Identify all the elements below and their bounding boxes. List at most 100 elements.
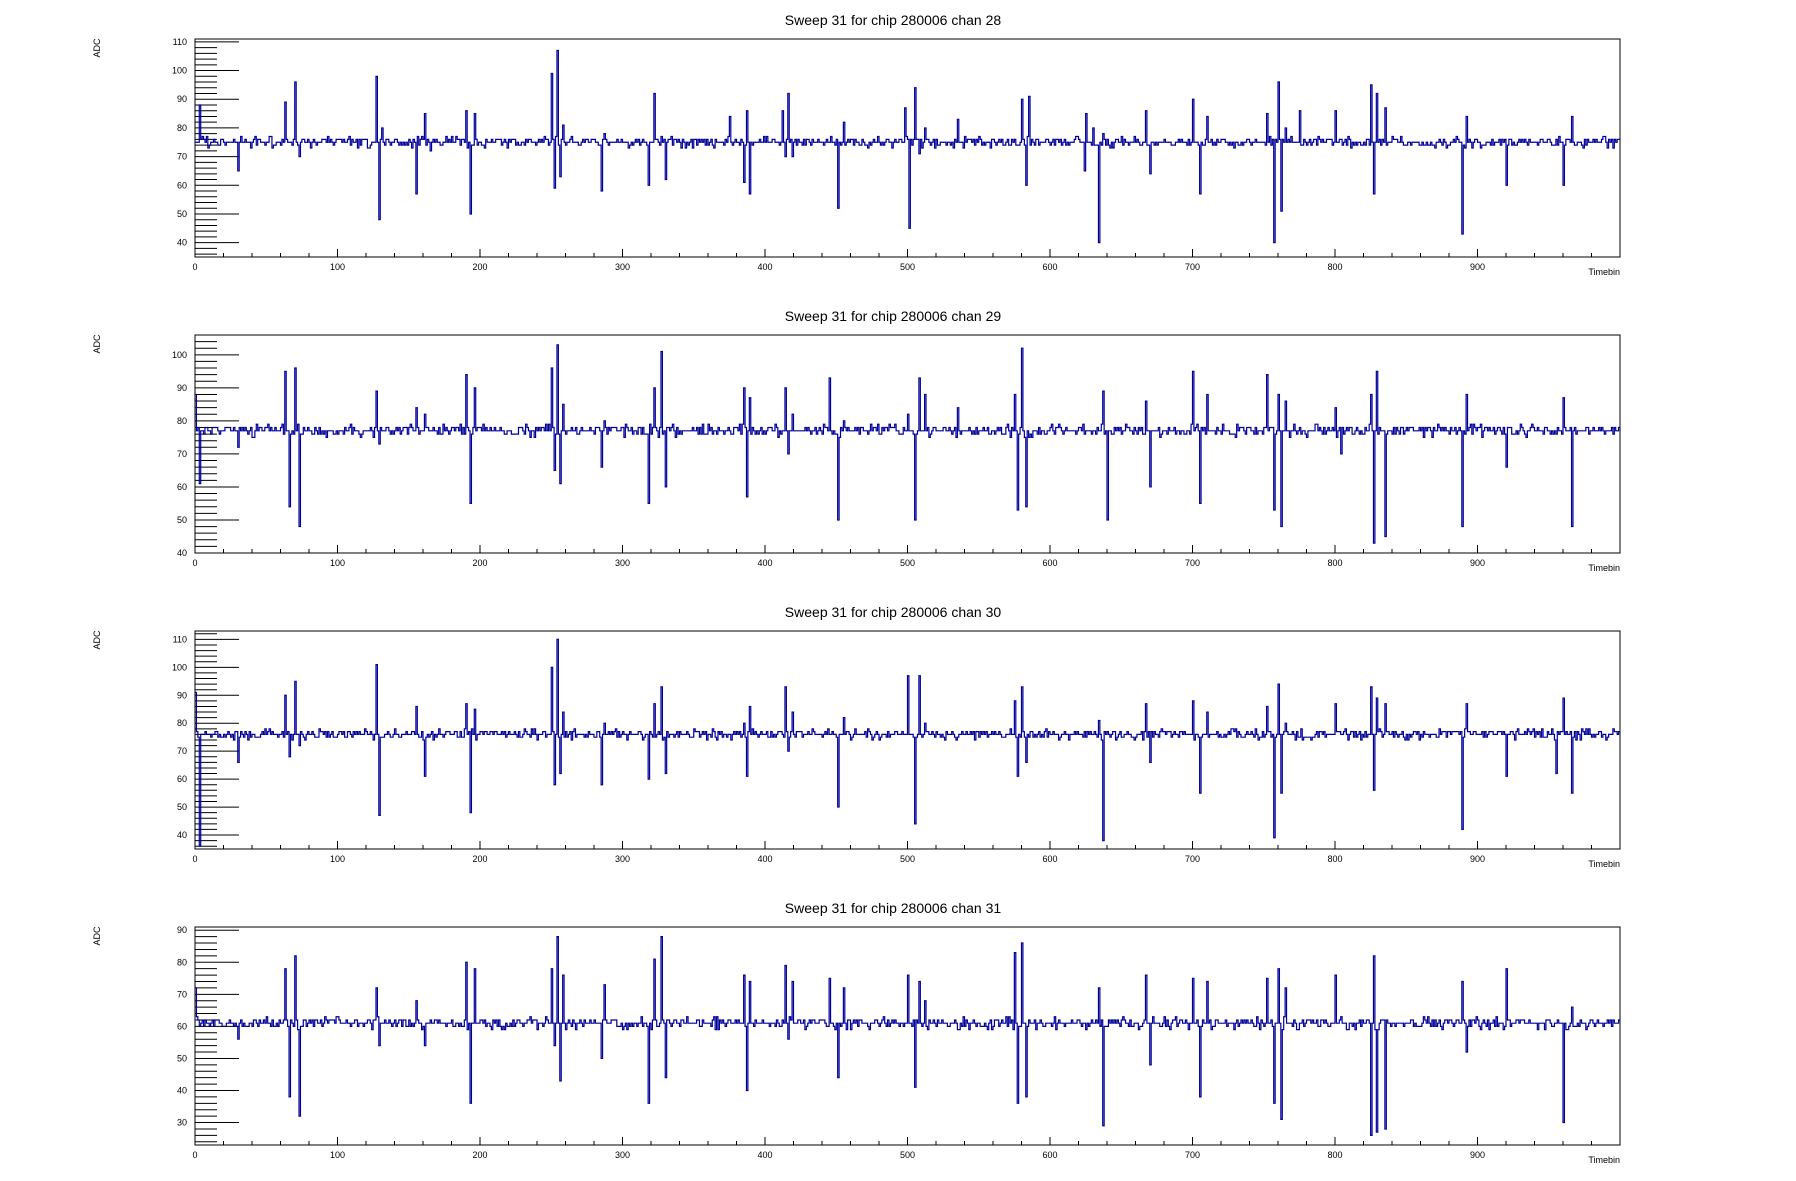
y-tick-label: 60	[177, 774, 187, 784]
x-tick-label: 0	[192, 854, 197, 864]
y-axis-label: ADC	[92, 38, 102, 58]
y-tick-label: 60	[177, 180, 187, 190]
x-tick-label: 500	[900, 262, 915, 272]
x-tick-label: 100	[330, 1150, 345, 1160]
x-axis-label: Timebin	[1588, 267, 1620, 277]
x-tick-label: 300	[615, 262, 630, 272]
axis-ticks: 0 100 200 300 400 500 600 700 800 900 40 50 60 70 80 90…	[172, 334, 1592, 568]
x-tick-label: 600	[1042, 558, 1057, 568]
y-tick-label: 70	[177, 746, 187, 756]
y-tick-label: 90	[177, 925, 187, 935]
x-tick-label: 900	[1470, 262, 1485, 272]
series-line	[195, 49, 1620, 244]
axis-ticks: 0 100 200 300 400 500 600 700 800 900 40 50 60 70 80 90…	[172, 37, 1592, 272]
x-tick-label: 100	[330, 262, 345, 272]
chart-panel-chan-31: Sweep 31 for chip 280006 chan 31 ADC Tim…	[0, 888, 1796, 1181]
plot-frame	[194, 38, 1621, 258]
y-tick-label: 110	[173, 37, 187, 47]
plot-frame	[194, 334, 1621, 554]
x-tick-label: 600	[1042, 854, 1057, 864]
y-tick-label: 50	[177, 802, 187, 812]
y-tick-label: 50	[177, 209, 187, 219]
x-tick-label: 800	[1327, 558, 1342, 568]
y-axis-label: ADC	[92, 630, 102, 650]
x-tick-label: 300	[615, 1150, 630, 1160]
chart-title: Sweep 31 for chip 280006 chan 29	[785, 308, 1002, 324]
y-tick-label: 40	[177, 238, 187, 248]
x-tick-label: 400	[757, 1150, 772, 1160]
x-tick-label: 200	[472, 558, 487, 568]
y-tick-label: 40	[177, 1086, 187, 1096]
y-tick-label: 30	[177, 1118, 187, 1128]
x-tick-label: 900	[1470, 558, 1485, 568]
y-tick-label: 80	[177, 718, 187, 728]
x-tick-label: 100	[330, 854, 345, 864]
y-tick-label: 40	[177, 830, 187, 840]
chart-panel-chan-28: Sweep 31 for chip 280006 chan 28 ADC Tim…	[0, 0, 1796, 293]
x-tick-label: 0	[192, 558, 197, 568]
chart-svg-chan-28: Sweep 31 for chip 280006 chan 28 ADC Tim…	[92, 12, 1621, 277]
series-line	[195, 936, 1620, 1136]
y-tick-label: 90	[177, 690, 187, 700]
chart-panel-chan-30: Sweep 31 for chip 280006 chan 30 ADC Tim…	[0, 592, 1796, 885]
chart-svg-chan-30: Sweep 31 for chip 280006 chan 30 ADC Tim…	[92, 604, 1621, 869]
x-tick-label: 500	[900, 1150, 915, 1160]
y-tick-label: 100	[172, 66, 187, 76]
x-tick-label: 0	[192, 262, 197, 272]
y-tick-label: 100	[172, 662, 187, 672]
y-tick-label: 70	[177, 449, 187, 459]
y-tick-label: 100	[172, 350, 187, 360]
y-tick-label: 80	[177, 123, 187, 133]
y-axis-label: ADC	[92, 334, 102, 354]
y-tick-label: 50	[177, 1053, 187, 1063]
x-tick-label: 500	[900, 558, 915, 568]
series-line	[195, 344, 1620, 544]
x-tick-label: 200	[472, 1150, 487, 1160]
x-tick-label: 800	[1327, 854, 1342, 864]
x-tick-label: 700	[1185, 262, 1200, 272]
chart-svg-chan-29: Sweep 31 for chip 280006 chan 29 ADC Tim…	[92, 308, 1621, 573]
chart-svg-chan-31: Sweep 31 for chip 280006 chan 31 ADC Tim…	[92, 900, 1621, 1165]
x-tick-label: 700	[1185, 854, 1200, 864]
x-tick-label: 400	[757, 262, 772, 272]
chart-title: Sweep 31 for chip 280006 chan 31	[785, 900, 1002, 916]
x-tick-label: 100	[330, 558, 345, 568]
x-tick-label: 200	[472, 854, 487, 864]
x-tick-label: 0	[192, 1150, 197, 1160]
x-tick-label: 700	[1185, 1150, 1200, 1160]
x-axis-label: Timebin	[1588, 859, 1620, 869]
y-tick-label: 110	[173, 634, 187, 644]
chart-title: Sweep 31 for chip 280006 chan 28	[785, 12, 1002, 28]
x-tick-label: 900	[1470, 854, 1485, 864]
y-tick-label: 50	[177, 515, 187, 525]
x-tick-label: 400	[757, 558, 772, 568]
x-tick-label: 200	[472, 262, 487, 272]
x-tick-label: 900	[1470, 1150, 1485, 1160]
series-line	[195, 638, 1620, 847]
y-tick-label: 80	[177, 416, 187, 426]
x-tick-label: 600	[1042, 262, 1057, 272]
y-tick-label: 70	[177, 152, 187, 162]
x-tick-label: 300	[615, 558, 630, 568]
x-tick-label: 600	[1042, 1150, 1057, 1160]
plot-frame	[194, 926, 1621, 1146]
y-axis-label: ADC	[92, 926, 102, 946]
chart-title: Sweep 31 for chip 280006 chan 30	[785, 604, 1002, 620]
x-tick-label: 400	[757, 854, 772, 864]
axis-ticks: 0 100 200 300 400 500 600 700 800 900 30 40 50 60 70 80…	[177, 925, 1592, 1160]
y-tick-label: 60	[177, 1021, 187, 1031]
x-tick-label: 800	[1327, 1150, 1342, 1160]
x-axis-label: Timebin	[1588, 563, 1620, 573]
chart-panel-chan-29: Sweep 31 for chip 280006 chan 29 ADC Tim…	[0, 296, 1796, 589]
y-tick-label: 90	[177, 383, 187, 393]
x-tick-label: 800	[1327, 262, 1342, 272]
y-tick-label: 80	[177, 957, 187, 967]
y-tick-label: 90	[177, 94, 187, 104]
x-tick-label: 700	[1185, 558, 1200, 568]
x-tick-label: 300	[615, 854, 630, 864]
y-tick-label: 60	[177, 482, 187, 492]
x-axis-label: Timebin	[1588, 1155, 1620, 1165]
x-tick-label: 500	[900, 854, 915, 864]
y-tick-label: 40	[177, 548, 187, 558]
